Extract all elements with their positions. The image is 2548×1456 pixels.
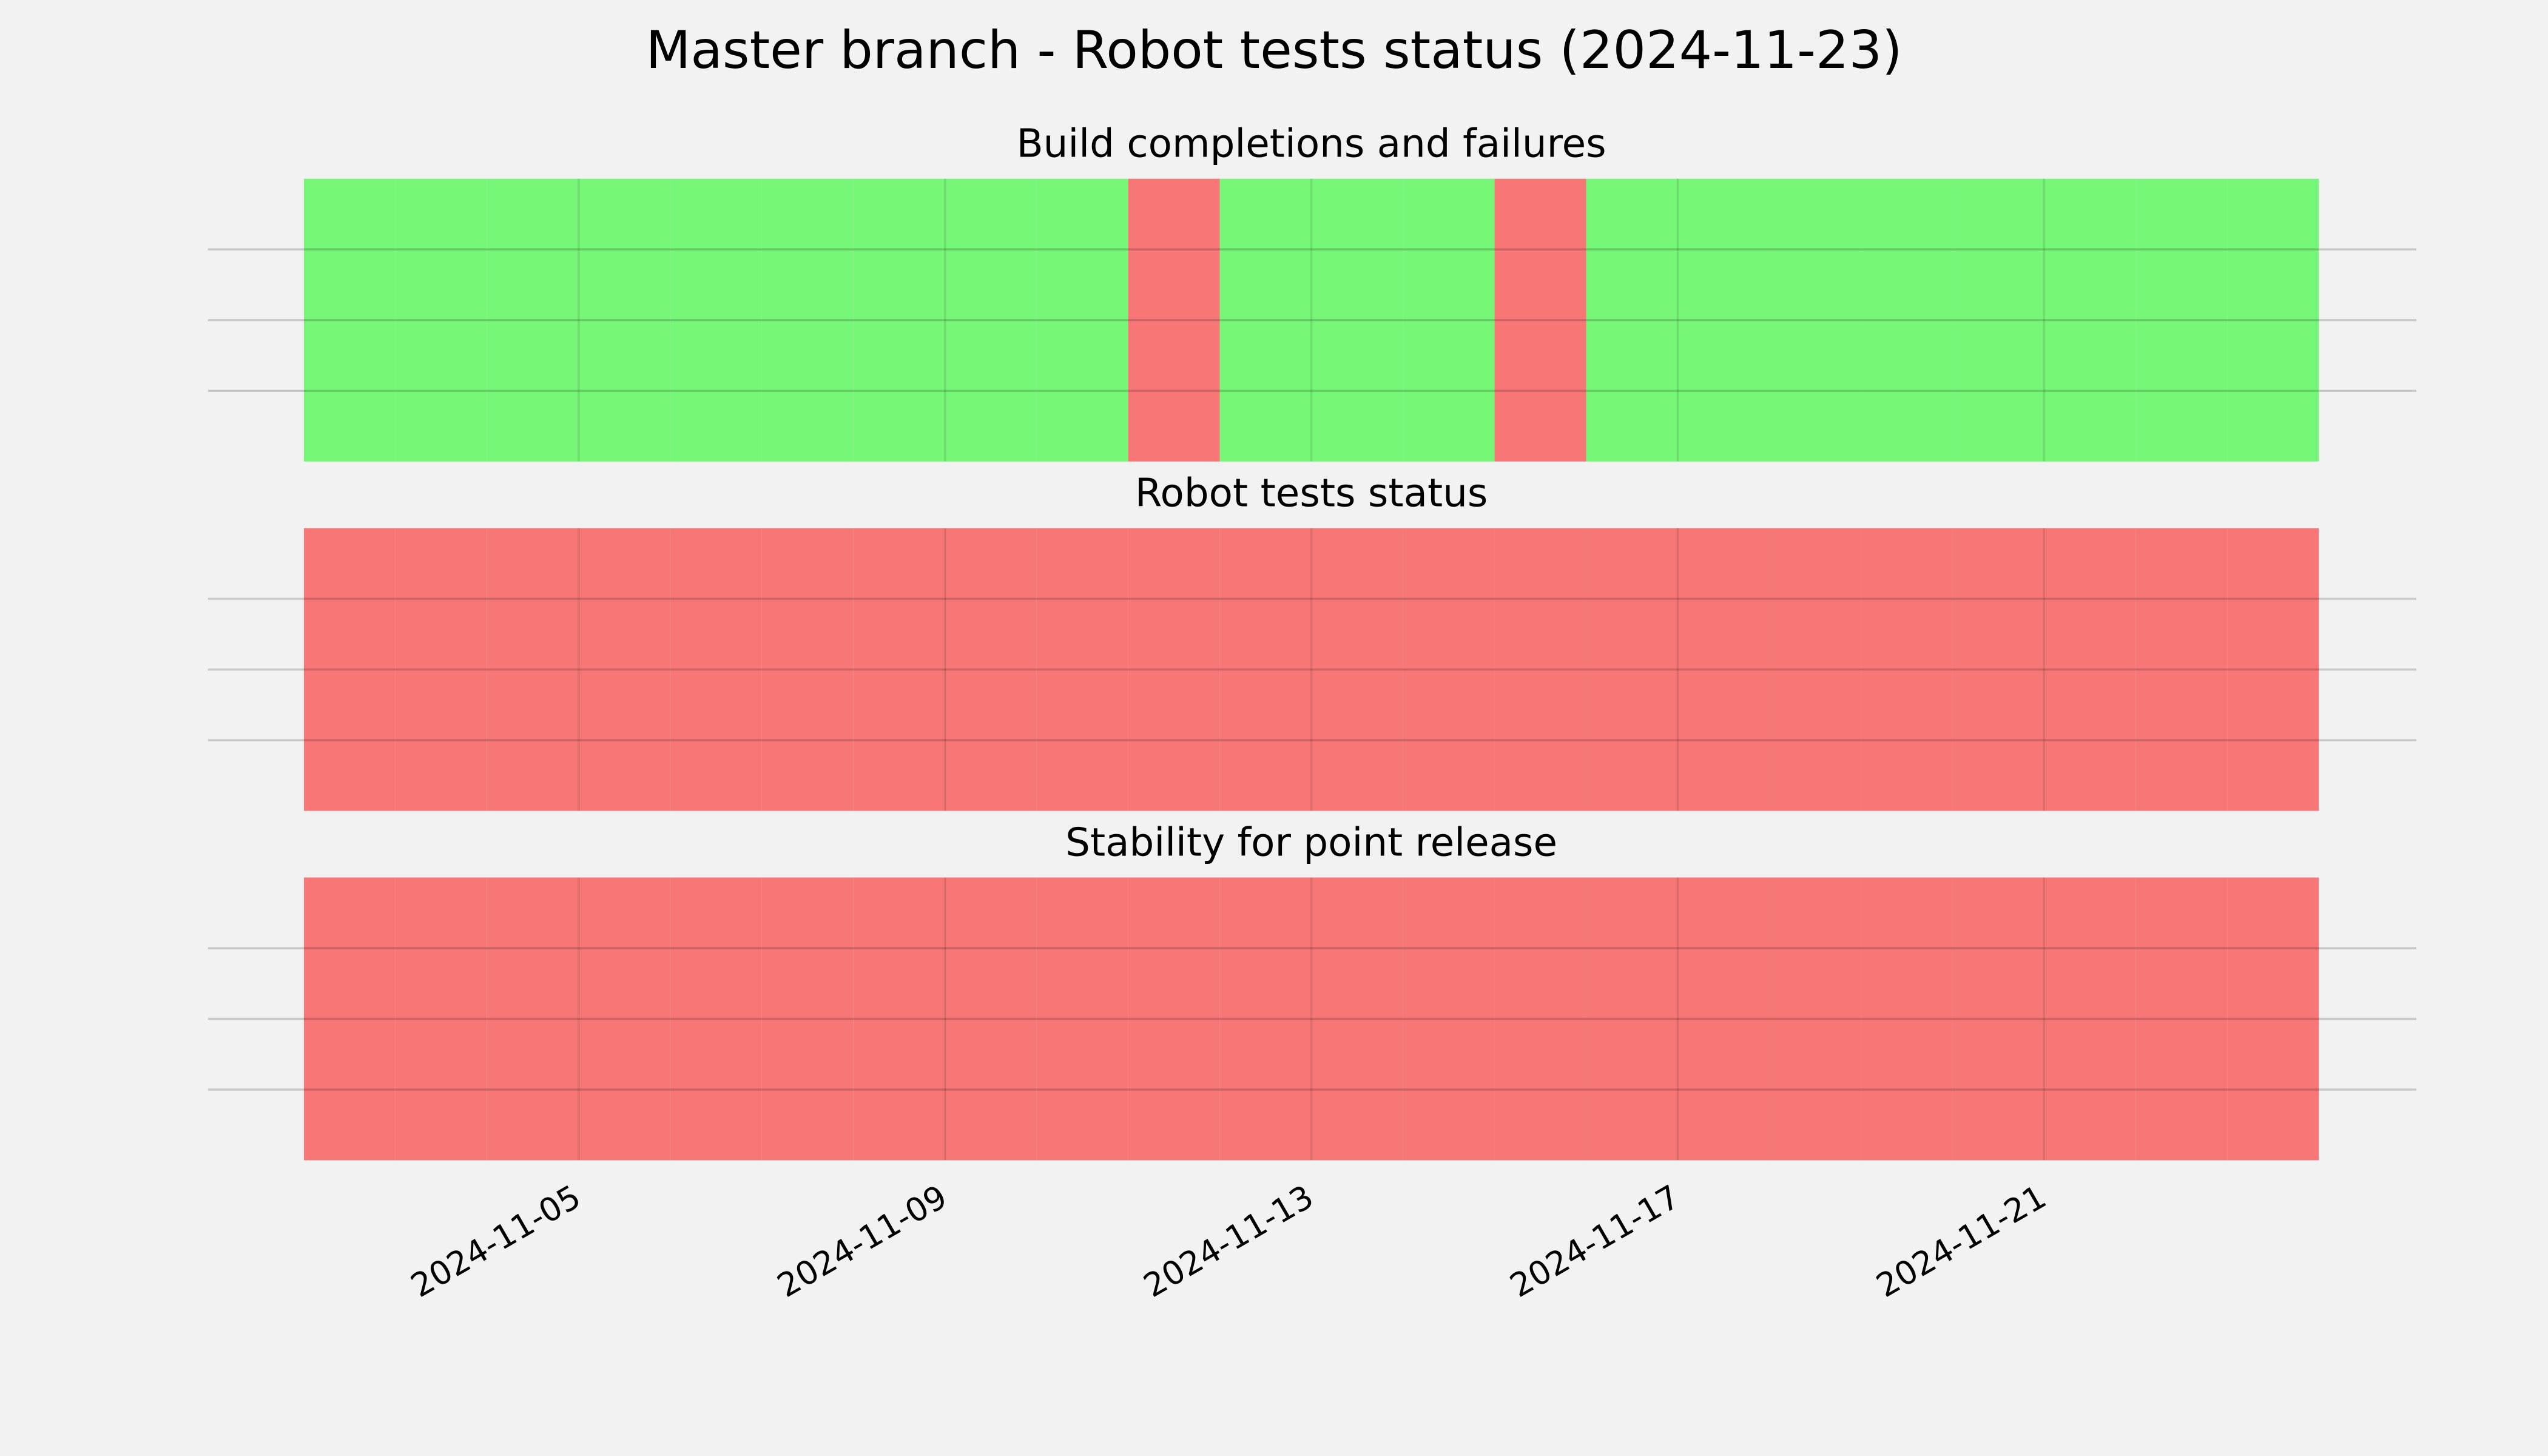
- panel-title: Build completions and failures: [1017, 121, 1606, 167]
- status-bar: [670, 528, 762, 811]
- status-bar: [1128, 877, 1220, 1161]
- status-bar: [1677, 178, 1770, 462]
- status-bar: [670, 178, 762, 462]
- chart-title: Master branch - Robot tests status (2024…: [645, 20, 1902, 81]
- panel-title: Robot tests status: [1135, 471, 1488, 516]
- status-bar: [1494, 877, 1586, 1161]
- status-bar: [945, 877, 1037, 1161]
- status-bar: [2227, 178, 2319, 462]
- status-bar: [1403, 528, 1495, 811]
- status-bar: [1219, 877, 1312, 1161]
- status-bar: [1311, 528, 1403, 811]
- status-bar: [487, 528, 579, 811]
- status-bar: [487, 178, 579, 462]
- status-bar: [761, 528, 854, 811]
- status-bar: [670, 877, 762, 1161]
- status-bar: [1677, 528, 1770, 811]
- status-bar: [761, 877, 854, 1161]
- status-bar: [1128, 178, 1220, 462]
- status-bar: [2044, 528, 2136, 811]
- status-bar: [1311, 877, 1403, 1161]
- status-bar: [1311, 178, 1403, 462]
- status-bar: [761, 178, 854, 462]
- panel-title: Stability for point release: [1065, 820, 1557, 865]
- status-bar: [1952, 877, 2044, 1161]
- status-bar: [1861, 528, 1953, 811]
- status-bar: [1494, 528, 1586, 811]
- status-bar: [395, 528, 487, 811]
- status-bar: [2227, 528, 2319, 811]
- status-bar: [1586, 528, 1678, 811]
- status-bar: [1403, 178, 1495, 462]
- status-bar: [1494, 178, 1586, 462]
- status-bar: [1403, 877, 1495, 1161]
- status-bar: [1036, 528, 1128, 811]
- status-bar: [1036, 178, 1128, 462]
- status-bar: [578, 528, 670, 811]
- status-bar: [945, 528, 1037, 811]
- status-bar: [303, 877, 396, 1161]
- status-bar: [1677, 877, 1770, 1161]
- status-bar: [1861, 178, 1953, 462]
- status-bar: [1219, 528, 1312, 811]
- status-bar: [1952, 528, 2044, 811]
- status-bar: [1128, 528, 1220, 811]
- status-bar: [1219, 178, 1312, 462]
- status-bar: [2135, 178, 2228, 462]
- status-bar: [303, 528, 396, 811]
- status-bar: [578, 178, 670, 462]
- status-bar: [395, 178, 487, 462]
- status-bar: [2044, 877, 2136, 1161]
- status-bar: [853, 528, 945, 811]
- status-bar: [2227, 877, 2319, 1161]
- status-bar: [945, 178, 1037, 462]
- status-bar: [2044, 178, 2136, 462]
- status-bar: [1586, 877, 1678, 1161]
- status-bar: [1769, 178, 1861, 462]
- status-bar: [1036, 877, 1128, 1161]
- status-bar: [487, 877, 579, 1161]
- status-bar: [1861, 877, 1953, 1161]
- status-bar: [303, 178, 396, 462]
- status-bar: [1769, 877, 1861, 1161]
- status-bar: [1769, 528, 1861, 811]
- status-bar: [853, 178, 945, 462]
- status-bar: [853, 877, 945, 1161]
- status-bar: [2135, 528, 2228, 811]
- status-bar: [1952, 178, 2044, 462]
- status-bar: [395, 877, 487, 1161]
- status-bar: [2135, 877, 2228, 1161]
- status-bar: [578, 877, 670, 1161]
- status-bar: [1586, 178, 1678, 462]
